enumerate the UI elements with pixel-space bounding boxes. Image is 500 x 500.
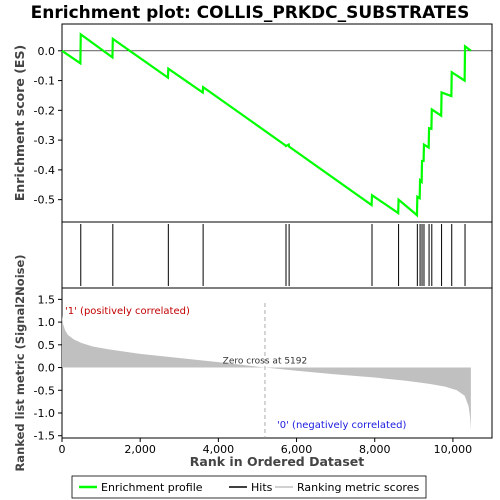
- negative-correlated-label: '0' (negatively correlated): [277, 420, 406, 431]
- metric-y-tick-label: 0.5: [38, 339, 56, 352]
- metric-y-tick-label: 0.0: [38, 362, 56, 375]
- metric-y-tick-label: -0.5: [34, 384, 55, 397]
- es-y-ticks: 0.0 -0.1 -0.2 -0.3 -0.4 -0.5: [34, 45, 62, 207]
- metric-y-axis-label: Ranked list metric (Signal2Noise): [13, 254, 27, 471]
- es-y-tick-label: -0.3: [34, 134, 55, 147]
- hits-panel: [62, 222, 492, 288]
- es-y-axis-label: Enrichment score (ES): [12, 45, 27, 201]
- hits-panel-frame: [62, 222, 492, 288]
- x-tick-label: 0: [59, 443, 66, 456]
- x-tick-label: 10,000: [434, 443, 473, 456]
- es-y-tick-label: -0.4: [34, 164, 55, 177]
- x-tick-label: 2,000: [124, 443, 156, 456]
- chart-title: Enrichment plot: COLLIS_PRKDC_SUBSTRATES: [31, 3, 470, 23]
- metric-y-ticks: 1.5 1.0 0.5 0.0 -0.5 -1.0 -1.5: [34, 293, 62, 442]
- es-y-tick-label: -0.1: [34, 75, 55, 88]
- es-panel-frame: [62, 24, 492, 222]
- es-y-tick-label: -0.2: [34, 104, 55, 117]
- legend-label-ranking-metric: Ranking metric scores: [297, 481, 419, 494]
- zero-cross-label: Zero cross at 5192: [223, 357, 308, 367]
- es-y-tick-label: -0.5: [34, 194, 55, 207]
- es-panel: 0.0 -0.1 -0.2 -0.3 -0.4 -0.5 Enrichment score…: [12, 24, 492, 222]
- metric-y-tick-label: 1.0: [38, 316, 56, 329]
- metric-y-tick-label: -1.0: [34, 407, 55, 420]
- x-axis-label: Rank in Ordered Dataset: [190, 454, 364, 469]
- metric-y-tick-label: -1.5: [34, 430, 55, 443]
- legend-label-enrichment-profile: Enrichment profile: [101, 481, 203, 494]
- metric-y-tick-label: 1.5: [38, 293, 56, 306]
- legend-label-hits: Hits: [251, 481, 273, 494]
- positive-correlated-label: '1' (positively correlated): [65, 306, 190, 317]
- es-y-tick-label: 0.0: [38, 45, 56, 58]
- legend: Enrichment profile Hits Ranking metric s…: [72, 476, 426, 498]
